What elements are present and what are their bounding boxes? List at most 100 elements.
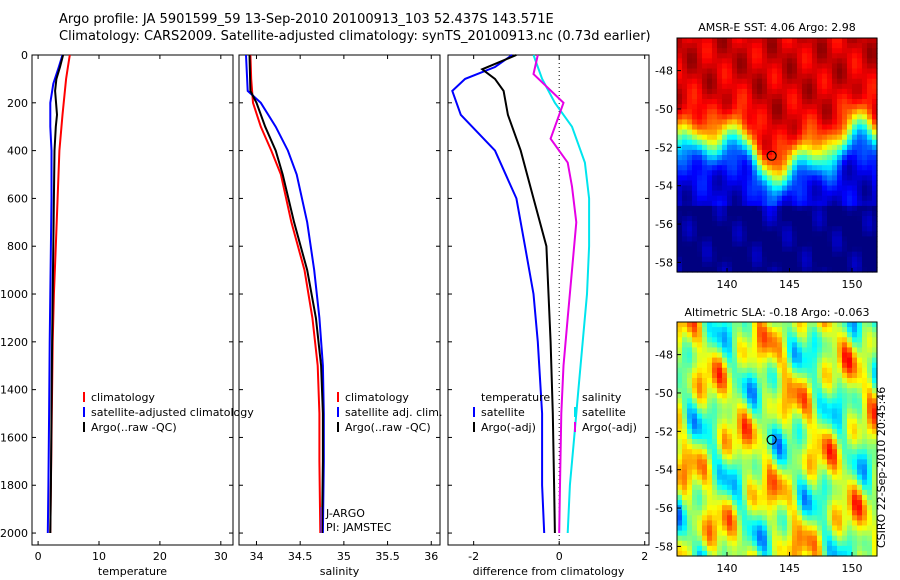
heatmap-cell <box>872 388 878 394</box>
heatmap-cell <box>677 454 683 460</box>
y-tick-label: 1200 <box>0 336 28 349</box>
heatmap-cell <box>842 372 848 379</box>
heatmap-cell <box>752 393 758 399</box>
heatmap-cell <box>787 216 793 222</box>
heatmap-cell <box>712 489 718 496</box>
heatmap-cell <box>782 78 788 85</box>
heatmap-cell <box>742 83 748 90</box>
heatmap-cell <box>742 403 748 410</box>
heatmap-cell <box>762 372 768 379</box>
heatmap-cell <box>867 175 873 182</box>
heatmap-cell <box>737 165 743 171</box>
heatmap-cell <box>732 185 738 192</box>
heatmap-cell <box>682 58 688 65</box>
heatmap-cell <box>867 408 873 415</box>
heatmap-cell <box>737 38 743 44</box>
heatmap-cell <box>807 73 813 80</box>
heatmap-cell <box>867 180 873 187</box>
heatmap-cell <box>732 377 738 384</box>
heatmap-cell <box>727 155 733 161</box>
heatmap-cell <box>852 231 858 237</box>
heatmap-cell <box>817 505 823 511</box>
heatmap-cell <box>832 165 838 171</box>
heatmap-cell <box>767 165 773 171</box>
heatmap-cell <box>732 104 738 110</box>
heatmap-cell <box>727 545 733 552</box>
heatmap-cell <box>747 246 753 253</box>
heatmap-cell <box>792 119 798 126</box>
heatmap-cell <box>767 180 773 187</box>
heatmap-cell <box>682 383 688 389</box>
heatmap-cell <box>717 510 723 516</box>
heatmap-cell <box>682 449 688 455</box>
heatmap-cell <box>712 129 718 136</box>
heatmap-cell <box>787 190 793 197</box>
heatmap-cell <box>707 505 713 511</box>
heatmap-cell <box>832 459 838 466</box>
heatmap-cell <box>712 170 718 176</box>
heatmap-cell <box>872 160 878 166</box>
heatmap-cell <box>687 48 693 54</box>
heatmap-cell <box>702 195 708 202</box>
heatmap-cell <box>702 88 708 95</box>
heatmap-cell <box>787 535 793 542</box>
heatmap-cell <box>777 479 783 486</box>
heatmap-cell <box>812 200 818 207</box>
heatmap-cell <box>707 200 713 207</box>
heatmap-cell <box>702 525 708 532</box>
heatmap-cell <box>852 474 858 481</box>
heatmap-cell <box>817 525 823 532</box>
heatmap-cell <box>867 535 873 542</box>
heatmap-cell <box>822 38 828 44</box>
heatmap-cell <box>777 459 783 466</box>
heatmap-cell <box>697 403 703 410</box>
heatmap-cell <box>712 484 718 491</box>
heatmap-cell <box>792 377 798 384</box>
heatmap-cell <box>682 48 688 54</box>
heatmap-cell <box>722 43 728 49</box>
heatmap-cell <box>867 342 873 349</box>
heatmap-cell <box>747 109 753 115</box>
heatmap-cell <box>682 413 688 420</box>
legend-entry: satellite-adjusted climatology <box>91 406 254 419</box>
heatmap-cell <box>707 454 713 460</box>
heatmap-cell <box>707 362 713 369</box>
heatmap-cell <box>807 236 813 243</box>
heatmap-cell <box>822 459 828 466</box>
heatmap-cell <box>832 63 838 70</box>
heatmap-cell <box>692 226 698 232</box>
heatmap-cell <box>862 144 868 151</box>
heatmap-cell <box>772 484 778 491</box>
heatmap-cell <box>782 327 788 333</box>
heatmap-cell <box>872 165 878 171</box>
heatmap-cell <box>712 433 718 440</box>
heatmap-cell <box>867 352 873 359</box>
heatmap-cell <box>817 464 823 471</box>
heatmap-cell <box>842 221 848 227</box>
heatmap-cell <box>827 423 833 430</box>
heatmap-cell <box>717 261 723 268</box>
heatmap-cell <box>832 545 838 552</box>
heatmap-cell <box>862 160 868 166</box>
heatmap-cell <box>772 367 778 374</box>
heatmap-cell <box>702 231 708 237</box>
heatmap-cell <box>712 459 718 466</box>
heatmap-cell <box>862 423 868 430</box>
heatmap-cell <box>697 99 703 105</box>
heatmap-cell <box>732 160 738 166</box>
heatmap-cell <box>772 134 778 141</box>
heatmap-cell <box>782 155 788 161</box>
heatmap-cell <box>762 433 768 440</box>
heatmap-cell <box>807 474 813 481</box>
heatmap-cell <box>837 403 843 410</box>
heatmap-cell <box>682 327 688 333</box>
heatmap-cell <box>732 408 738 415</box>
heatmap-cell <box>827 459 833 466</box>
heatmap-cell <box>697 155 703 161</box>
heatmap-cell <box>847 83 853 90</box>
heatmap-cell <box>872 236 878 243</box>
heatmap-cell <box>787 337 793 343</box>
heatmap-cell <box>797 261 803 268</box>
heatmap-cell <box>762 393 768 399</box>
heatmap-cell <box>797 393 803 399</box>
